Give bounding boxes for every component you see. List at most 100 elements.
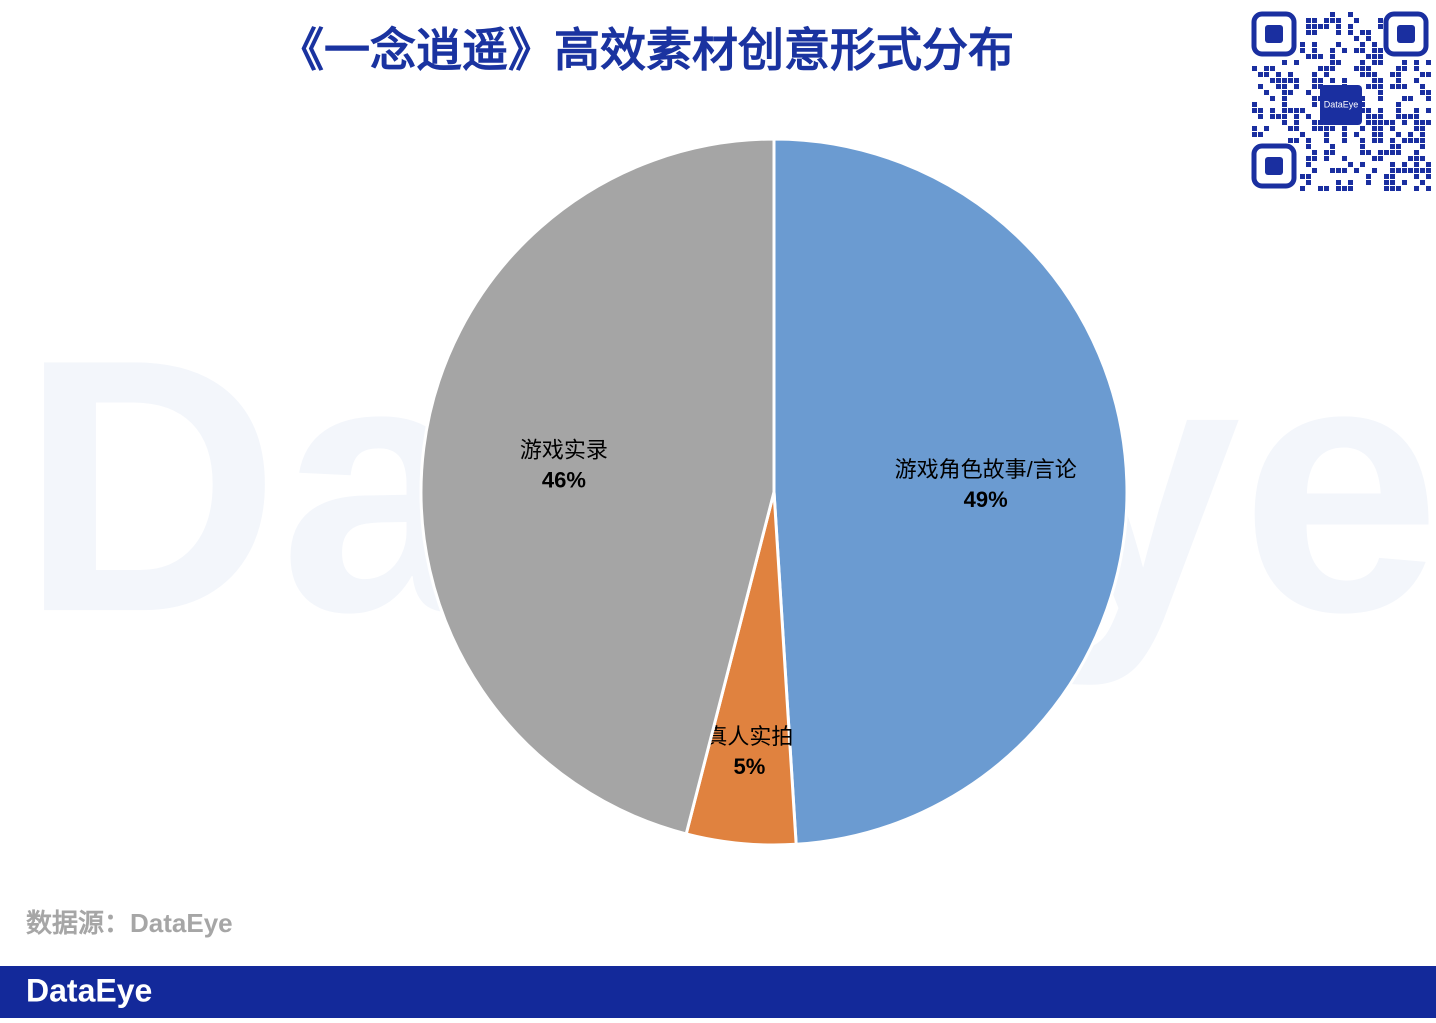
slice-label: 游戏实录 [520,437,608,462]
qr-module [1402,138,1407,143]
qr-module [1258,72,1263,77]
qr-module [1414,108,1419,113]
qr-module [1312,78,1317,83]
qr-module [1288,78,1293,83]
qr-module [1396,78,1401,83]
qr-module [1336,186,1341,191]
qr-module [1378,120,1383,125]
qr-module [1366,108,1371,113]
qr-module [1360,96,1365,101]
qr-module [1366,174,1371,179]
qr-module [1264,90,1269,95]
qr-module [1288,90,1293,95]
qr-module [1312,42,1317,47]
qr-module [1306,180,1311,185]
qr-module [1312,84,1317,89]
qr-module [1318,126,1323,131]
qr-module [1426,72,1431,77]
qr-module [1414,138,1419,143]
qr-module [1276,78,1281,83]
qr-module [1390,138,1395,143]
qr-finder [1251,143,1297,189]
qr-module [1372,78,1377,83]
qr-module [1348,162,1353,167]
qr-module [1378,54,1383,59]
qr-module [1378,126,1383,131]
qr-module [1396,66,1401,71]
qr-module [1426,120,1431,125]
qr-module [1360,126,1365,131]
qr-module [1372,120,1377,125]
qr-module [1336,30,1341,35]
qr-module [1366,120,1371,125]
qr-module [1360,72,1365,77]
qr-module [1306,90,1311,95]
qr-module [1390,180,1395,185]
qr-module [1252,108,1257,113]
qr-module [1336,60,1341,65]
qr-module [1348,180,1353,185]
qr-module [1426,162,1431,167]
qr-module [1348,186,1353,191]
qr-module [1372,168,1377,173]
footer-logo: DataEye [26,972,152,1008]
qr-module [1366,84,1371,89]
qr-module [1324,156,1329,161]
qr-module [1372,54,1377,59]
qr-module [1372,72,1377,77]
qr-module [1384,186,1389,191]
qr-module [1294,108,1299,113]
qr-module [1384,150,1389,155]
qr-module [1306,138,1311,143]
qr-module [1366,66,1371,71]
qr-module [1312,18,1317,23]
qr-module [1390,72,1395,77]
qr-finder [1265,25,1283,43]
qr-module [1330,66,1335,71]
qr-module [1396,168,1401,173]
qr-module [1420,180,1425,185]
qr-module [1342,156,1347,161]
pie-slice [419,137,776,836]
qr-module [1336,180,1341,185]
qr-module [1306,174,1311,179]
qr-module [1378,150,1383,155]
qr-module [1414,168,1419,173]
qr-module [1264,66,1269,71]
qr-module [1288,108,1293,113]
qr-badge: DataEye [1324,99,1359,109]
qr-module [1414,66,1419,71]
qr-module [1258,114,1263,119]
qr-module [1378,108,1383,113]
slice-value: 5% [734,754,766,779]
qr-module [1318,66,1323,71]
qr-module [1414,126,1419,131]
qr-module [1420,72,1425,77]
qr-module [1282,84,1287,89]
qr-module [1306,114,1311,119]
qr-module [1354,48,1359,53]
qr-module [1324,126,1329,131]
qr-module [1282,108,1287,113]
slice-label: 真人实拍 [705,724,793,749]
qr-module [1312,54,1317,59]
qr-module [1366,36,1371,41]
qr-module [1330,144,1335,149]
qr-module [1330,150,1335,155]
qr-module [1414,186,1419,191]
qr-module [1372,156,1377,161]
qr-module [1414,114,1419,119]
qr-module [1258,84,1263,89]
qr-module [1378,132,1383,137]
qr-module [1378,156,1383,161]
qr-module [1396,72,1401,77]
slice-value: 46% [542,467,586,492]
qr-module [1414,120,1419,125]
qr-finder [1265,157,1283,175]
qr-module [1360,144,1365,149]
qr-module [1408,132,1413,137]
qr-module [1270,96,1275,101]
qr-module [1300,48,1305,53]
qr-module [1372,114,1377,119]
qr-module [1276,114,1281,119]
